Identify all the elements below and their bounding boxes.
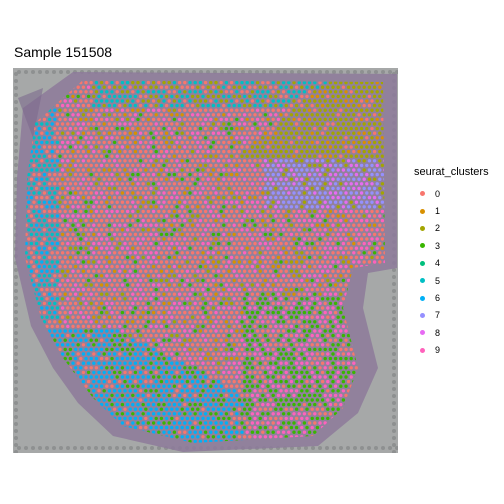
legend-label: 0 — [435, 188, 441, 199]
legend-label: 2 — [435, 223, 441, 234]
legend-key — [414, 307, 431, 324]
legend-swatch — [420, 295, 425, 301]
cluster-spots — [25, 80, 385, 443]
legend-swatch — [420, 278, 425, 284]
tissue-stain — [15, 72, 397, 452]
legend-key — [414, 255, 431, 272]
tissue-spatial-plot — [13, 68, 398, 453]
legend-item-9: 9 — [414, 342, 502, 359]
legend-swatch — [420, 312, 425, 318]
legend-label: 4 — [435, 258, 441, 269]
legend-swatch — [420, 347, 425, 353]
legend-swatch — [420, 225, 425, 231]
legend-swatch — [420, 243, 425, 249]
legend-item-4: 4 — [414, 255, 502, 272]
legend: seurat_clusters 0 1 2 3 4 5 6 7 8 9 — [414, 166, 502, 359]
legend-item-3: 3 — [414, 237, 502, 254]
legend-label: 7 — [435, 310, 441, 321]
legend-key — [414, 290, 431, 307]
legend-label: 5 — [435, 275, 441, 286]
legend-swatch — [420, 208, 425, 214]
legend-label: 9 — [435, 345, 441, 356]
legend-key — [414, 185, 431, 202]
legend-key — [414, 203, 431, 220]
legend-key — [414, 272, 431, 289]
legend-swatch — [420, 191, 425, 197]
legend-swatch — [420, 260, 425, 266]
legend-label: 3 — [435, 240, 441, 251]
legend-item-0: 0 — [414, 185, 502, 202]
legend-item-6: 6 — [414, 289, 502, 306]
legend-item-1: 1 — [414, 202, 502, 219]
legend-item-5: 5 — [414, 272, 502, 289]
legend-key — [414, 324, 431, 341]
legend-key — [414, 342, 431, 359]
legend-label: 6 — [435, 293, 441, 304]
legend-label: 1 — [435, 206, 441, 217]
fiducial-dots — [14, 70, 398, 453]
plot-title: Sample 151508 — [14, 44, 113, 60]
legend-label: 8 — [435, 327, 441, 338]
legend-item-2: 2 — [414, 220, 502, 237]
legend-title: seurat_clusters — [414, 166, 489, 178]
legend-key — [414, 237, 431, 254]
legend-item-7: 7 — [414, 307, 502, 324]
legend-key — [414, 220, 431, 237]
legend-swatch — [420, 330, 425, 336]
legend-item-8: 8 — [414, 324, 502, 341]
